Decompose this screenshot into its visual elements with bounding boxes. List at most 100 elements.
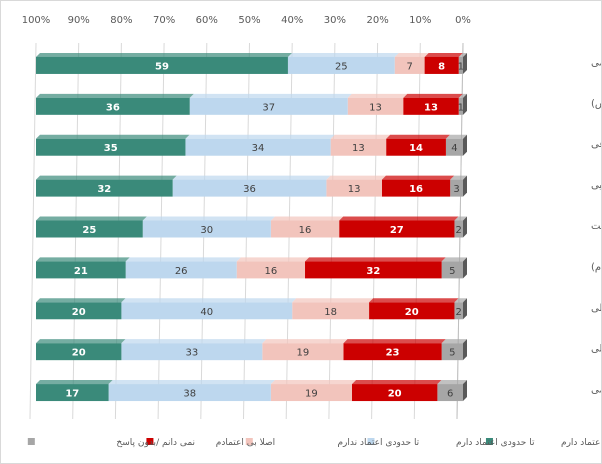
bar-top — [458, 52, 467, 57]
data-label: 27 — [390, 225, 404, 236]
data-label: 59 — [155, 61, 169, 72]
bar — [381, 179, 451, 197]
bar-segment: 37 — [189, 93, 352, 115]
data-label: 1 — [458, 102, 464, 113]
bar-top — [287, 52, 399, 57]
bar-segment: 4 — [445, 134, 467, 156]
bar — [36, 302, 122, 320]
bar-segment: 2 — [454, 298, 467, 320]
legend-swatch — [27, 438, 35, 445]
bar-segment: 25 — [287, 52, 399, 74]
bar — [326, 179, 382, 197]
bar — [125, 261, 237, 279]
category-label: امنیت عمومی (پلیس) — [591, 98, 602, 109]
bar-top — [36, 134, 190, 139]
bar-segment: 7 — [394, 52, 429, 74]
bar-top — [36, 298, 126, 303]
bar — [292, 302, 370, 320]
legend-label: تا حدودی اعتماد ندارم — [337, 438, 419, 448]
tick-label: 70% — [153, 15, 175, 26]
bar-top — [458, 93, 467, 98]
bar-top — [262, 339, 348, 344]
bar-segment: 13 — [347, 93, 408, 115]
bar-top — [394, 52, 429, 57]
data-label: 20 — [405, 307, 419, 318]
bar-segment: 8 — [424, 52, 463, 74]
bar-segment: 32 — [305, 257, 446, 279]
tick-label: 0% — [455, 15, 471, 26]
bar-top — [270, 380, 356, 385]
tick-label: 50% — [238, 15, 260, 26]
bar-segment: 6 — [437, 380, 467, 402]
data-label: 20 — [72, 307, 86, 318]
data-label: 25 — [82, 225, 96, 236]
bar-segment: 32 — [36, 175, 177, 197]
bar — [403, 97, 459, 115]
bar-top — [424, 52, 463, 57]
bar — [189, 97, 348, 115]
data-label: 25 — [335, 61, 348, 72]
bar-side — [463, 93, 467, 115]
legend-item: تا حدودی اعتماد ندارم — [245, 438, 420, 448]
bar-top — [369, 298, 459, 303]
bar — [339, 220, 455, 238]
bar-side — [463, 175, 467, 197]
bar-segment: 2 — [454, 216, 467, 238]
bar-top — [108, 380, 275, 385]
bar — [36, 343, 122, 361]
data-label: 26 — [175, 266, 188, 277]
bar-segment: 27 — [339, 216, 459, 238]
bar-top — [343, 339, 446, 344]
data-label: 17 — [65, 389, 79, 400]
data-label: 1 — [458, 61, 464, 72]
bar-segment: 38 — [108, 380, 275, 402]
tick-label: 90% — [68, 15, 90, 26]
bar-segment: 34 — [185, 134, 335, 156]
data-label: 33 — [185, 348, 198, 359]
bar-side — [463, 257, 467, 279]
bar-segment: 23 — [343, 339, 446, 361]
data-label: 6 — [447, 389, 453, 400]
bar — [369, 302, 455, 320]
category-label: نیروی نظامی — [591, 57, 602, 68]
category-label: شوراهای شهر و محلی — [591, 344, 602, 355]
legend-item: نمی دانم /بدون پاسخ — [27, 438, 195, 448]
category-label: مجلس(نمایندگان،شورا،مردم) — [591, 261, 602, 273]
legend-item: بسیار اعتماد دارم — [485, 438, 601, 448]
bar-top — [351, 380, 442, 385]
bar — [172, 179, 327, 197]
legend-swatch — [146, 438, 154, 445]
bar-top — [445, 134, 467, 139]
bar-segment: 1 — [458, 52, 467, 74]
legend-swatch — [367, 438, 375, 445]
bar-segment: 16 — [270, 216, 344, 238]
bar-segment: 36 — [172, 175, 331, 197]
bar-segment: 5 — [441, 339, 467, 361]
bar — [287, 56, 395, 74]
data-label: 18 — [324, 307, 337, 318]
tick-label: 40% — [281, 15, 303, 26]
tick-label: 10% — [409, 15, 431, 26]
legend-swatch — [245, 438, 253, 445]
bar-segment: 14 — [386, 134, 450, 156]
bar-segment: 1 — [458, 93, 467, 115]
bar-segment: 30 — [142, 216, 275, 238]
category-label: رسانه های داخلی — [591, 303, 602, 314]
bar-top — [386, 134, 450, 139]
bar — [36, 56, 288, 74]
bar-segment: 25 — [36, 216, 147, 238]
bar — [458, 97, 463, 115]
tick-label: 60% — [196, 15, 218, 26]
data-label: 3 — [453, 184, 459, 195]
bar — [121, 343, 263, 361]
bar-top — [125, 257, 241, 262]
data-label: 20 — [72, 348, 86, 359]
bar-segment: 33 — [121, 339, 267, 361]
data-label: 40 — [200, 307, 213, 318]
legend-label: تا حدودی اعتماد دارم — [456, 438, 535, 448]
data-label: 8 — [438, 61, 445, 72]
bar-top — [36, 52, 292, 57]
bar — [330, 138, 387, 156]
bar — [441, 343, 463, 361]
